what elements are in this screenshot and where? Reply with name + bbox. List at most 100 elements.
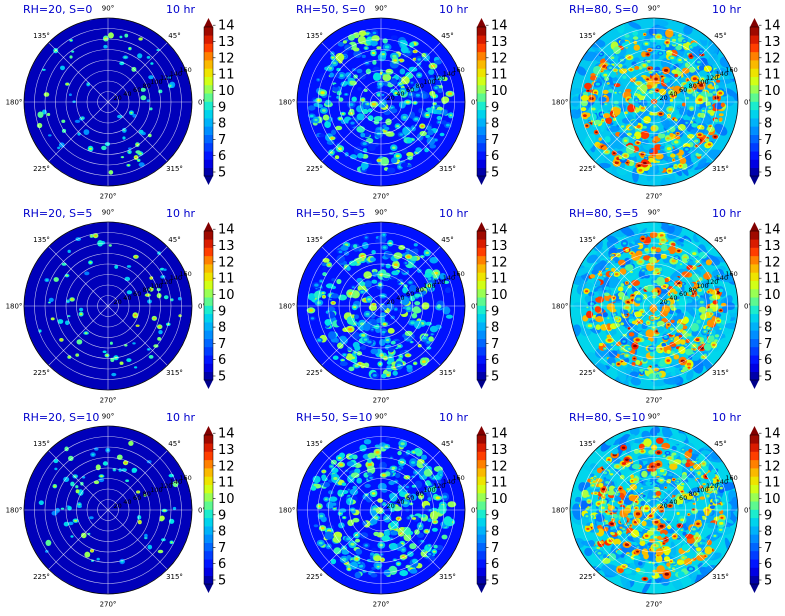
heat-spot <box>581 95 589 101</box>
heat-spot <box>599 137 602 140</box>
colorbar-segment <box>204 534 213 543</box>
angle-tick-label: 270° <box>646 397 663 405</box>
heat-spot <box>593 66 601 75</box>
heat-spot <box>335 155 339 159</box>
heat-spot <box>706 308 713 312</box>
heat-spot <box>702 542 706 545</box>
heat-spot <box>414 321 422 329</box>
heat-spot <box>587 479 591 483</box>
heat-spot <box>412 306 420 313</box>
angle-tick-label: 180° <box>552 507 569 515</box>
angle-tick-label: 225° <box>579 573 596 581</box>
heat-spot <box>393 371 398 376</box>
colorbar-segment <box>204 543 213 552</box>
colorbar-segment <box>204 330 213 339</box>
colorbar-extend-max <box>750 222 759 231</box>
heat-spot <box>720 487 723 490</box>
heat-spot <box>110 342 113 345</box>
heat-spot <box>333 536 342 543</box>
radial-tick-label: 40 <box>123 294 131 302</box>
colorbar-segment <box>750 306 759 315</box>
heat-spot <box>424 469 433 477</box>
colorbar-tick-label: 8 <box>491 525 499 540</box>
heat-spot <box>353 244 357 248</box>
heat-spot <box>150 62 153 65</box>
heat-spot <box>626 145 635 154</box>
colorbar-segment <box>750 118 759 127</box>
colorbar-tick-label: 6 <box>491 149 499 164</box>
angle-tick-label: 315° <box>166 165 183 173</box>
radial-tick-label: 160 <box>452 474 464 482</box>
heat-spot <box>687 459 691 462</box>
heat-spot <box>712 294 719 299</box>
heat-spot <box>633 36 638 40</box>
heat-spot <box>650 352 655 357</box>
heat-spot <box>329 73 334 78</box>
heat-spot <box>89 516 94 519</box>
colorbar-segment <box>750 126 759 135</box>
radial-tick-label: 60 <box>679 86 687 94</box>
radial-tick-label: 20 <box>387 298 395 306</box>
colorbar-segment <box>477 485 486 494</box>
heat-spot <box>422 53 427 57</box>
radial-tick-label: 40 <box>396 90 404 98</box>
angle-tick-label: 45° <box>441 236 453 244</box>
colorbar-segment <box>204 314 213 323</box>
heat-spot <box>382 74 391 81</box>
heat-spot <box>619 156 623 159</box>
colorbar-tick-label: 13 <box>218 443 235 458</box>
heat-spot <box>441 109 447 115</box>
colorbar-segment <box>477 314 486 323</box>
heat-spot <box>653 566 656 569</box>
heat-spot <box>409 543 416 549</box>
colorbar-segment <box>477 264 486 273</box>
panel-time-label: 10 hr <box>712 207 741 220</box>
heat-spot <box>631 530 639 538</box>
heat-spot <box>391 341 396 345</box>
colorbar-tick-label: 13 <box>764 35 781 50</box>
heat-spot <box>109 170 114 175</box>
colorbar-extend-max <box>477 426 486 435</box>
angle-tick-label: 225° <box>306 573 323 581</box>
heat-spot <box>347 347 352 351</box>
colorbar-tick-label: 8 <box>218 525 226 540</box>
heat-spot <box>126 358 131 362</box>
heat-spot <box>158 550 164 554</box>
angle-tick-label: 225° <box>579 369 596 377</box>
radial-tick-label: 40 <box>669 90 677 98</box>
colorbar-segment <box>204 289 213 298</box>
colorbar-segment <box>204 493 213 502</box>
heat-spot <box>679 108 688 116</box>
colorbar-segment <box>204 281 213 290</box>
heat-spot <box>357 153 364 159</box>
heat-spot <box>144 534 148 538</box>
colorbar-segment <box>477 248 486 257</box>
heat-spot <box>652 570 657 573</box>
radial-tick-label: 20 <box>114 94 122 102</box>
colorbar-segment <box>750 468 759 477</box>
heat-spot <box>614 101 619 105</box>
heat-spot <box>68 456 74 461</box>
heat-spot <box>147 99 150 102</box>
heat-spot <box>412 313 418 319</box>
heat-spot <box>69 55 72 58</box>
heat-spot <box>688 449 692 453</box>
angle-tick-label: 180° <box>6 303 23 311</box>
heat-spot <box>428 108 437 113</box>
heat-spot <box>387 361 392 365</box>
radial-tick-label: 60 <box>679 290 687 298</box>
angle-tick-label: 180° <box>6 99 23 107</box>
heat-spot <box>685 307 692 312</box>
colorbar-extend-min <box>477 584 486 593</box>
heat-spot <box>447 501 456 507</box>
heat-spot <box>412 517 416 520</box>
heat-spot <box>642 548 649 555</box>
angle-tick-label: 270° <box>100 397 117 405</box>
colorbar-segment <box>477 168 486 177</box>
heat-spot <box>649 149 653 153</box>
angle-tick-label: 315° <box>166 573 183 581</box>
radial-tick-label: 60 <box>406 86 414 94</box>
